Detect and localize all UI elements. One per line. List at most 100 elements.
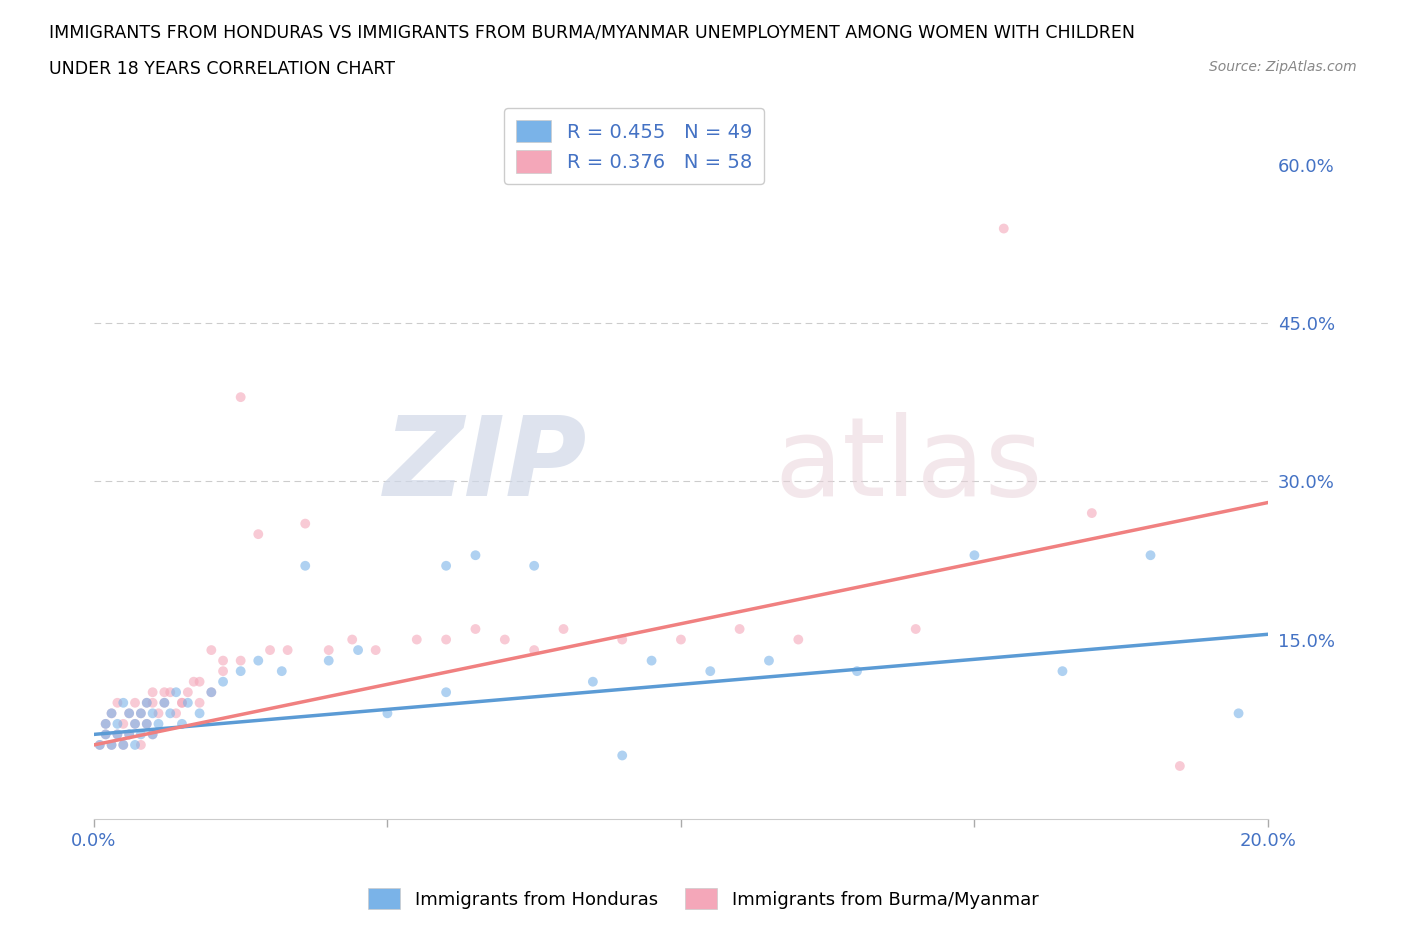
Point (118, 706, 141, 721)
Point (142, 696, 165, 711)
Point (94, 727, 117, 742)
Point (259, 643, 281, 658)
Point (118, 727, 141, 742)
Point (188, 696, 211, 711)
Point (124, 696, 146, 711)
Point (1081, 506, 1104, 521)
Point (177, 696, 200, 711)
Point (294, 558, 316, 573)
Point (612, 632, 634, 647)
Point (100, 706, 122, 721)
Point (159, 706, 181, 721)
Point (787, 632, 810, 647)
Point (142, 727, 165, 742)
Point (212, 674, 235, 689)
Point (100, 706, 122, 721)
Point (135, 696, 157, 711)
Point (94, 716, 117, 731)
Point (165, 684, 187, 699)
Point (523, 643, 546, 658)
Point (124, 737, 146, 752)
Text: IMMIGRANTS FROM HONDURAS VS IMMIGRANTS FROM BURMA/MYANMAR UNEMPLOYMENT AMONG WOM: IMMIGRANTS FROM HONDURAS VS IMMIGRANTS F… (49, 23, 1135, 41)
Point (294, 516, 316, 531)
Point (318, 643, 340, 658)
Point (153, 696, 176, 711)
Point (170, 696, 193, 711)
Point (669, 632, 692, 647)
Point (277, 643, 299, 658)
Point (434, 684, 457, 699)
Point (142, 727, 165, 742)
Point (247, 653, 270, 668)
Point (347, 643, 370, 658)
Point (112, 716, 135, 731)
Point (612, 748, 634, 763)
Point (94, 716, 117, 731)
Point (129, 737, 152, 752)
Point (170, 716, 193, 731)
Text: atlas: atlas (775, 412, 1043, 519)
Point (89, 737, 111, 752)
Point (142, 706, 165, 721)
Point (758, 653, 780, 668)
Text: Source: ZipAtlas.com: Source: ZipAtlas.com (1209, 60, 1357, 74)
Legend: Immigrants from Honduras, Immigrants from Burma/Myanmar: Immigrants from Honduras, Immigrants fro… (360, 881, 1046, 916)
Point (183, 674, 205, 689)
Point (159, 684, 181, 699)
Point (135, 716, 157, 731)
Point (342, 632, 364, 647)
Point (188, 706, 211, 721)
Point (112, 737, 135, 752)
Text: ZIP: ZIP (384, 412, 586, 519)
Point (640, 653, 662, 668)
Point (494, 632, 516, 647)
Point (148, 716, 170, 731)
Point (107, 696, 129, 711)
Point (553, 621, 575, 636)
Point (107, 716, 129, 731)
Point (100, 737, 122, 752)
Point (212, 664, 235, 679)
Point (118, 706, 141, 721)
Point (107, 727, 129, 742)
Point (993, 221, 1015, 236)
Point (229, 653, 252, 668)
Point (904, 621, 927, 636)
Point (100, 737, 122, 752)
Point (129, 706, 152, 721)
Point (377, 706, 399, 721)
Point (107, 727, 129, 742)
Point (582, 674, 605, 689)
Point (200, 684, 222, 699)
Point (464, 621, 486, 636)
Point (124, 716, 146, 731)
Point (270, 664, 292, 679)
Point (135, 696, 157, 711)
Point (846, 664, 869, 679)
Point (89, 737, 111, 752)
Point (1227, 706, 1250, 721)
Point (129, 727, 152, 742)
Point (728, 621, 751, 636)
Text: UNDER 18 YEARS CORRELATION CHART: UNDER 18 YEARS CORRELATION CHART (49, 60, 395, 78)
Point (247, 526, 270, 541)
Point (699, 664, 721, 679)
Point (464, 548, 486, 563)
Point (523, 558, 546, 573)
Point (200, 643, 222, 658)
Point (1052, 664, 1074, 679)
Point (188, 674, 211, 689)
Point (170, 696, 193, 711)
Point (963, 548, 986, 563)
Point (229, 390, 252, 405)
Point (364, 643, 387, 658)
Point (1139, 548, 1161, 563)
Point (135, 716, 157, 731)
Legend: R = 0.455   N = 49, R = 0.376   N = 58: R = 0.455 N = 49, R = 0.376 N = 58 (505, 108, 763, 184)
Point (229, 664, 252, 679)
Point (148, 706, 170, 721)
Point (434, 558, 457, 573)
Point (177, 684, 200, 699)
Point (94, 727, 117, 742)
Point (165, 706, 187, 721)
